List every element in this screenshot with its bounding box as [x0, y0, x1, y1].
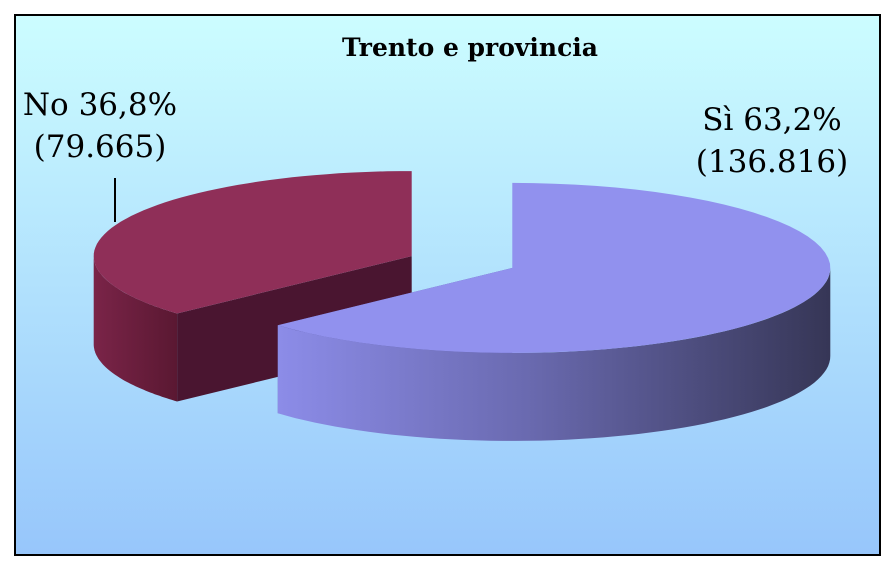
chart-title: Trento e provincia	[342, 33, 598, 62]
slice-top	[93, 171, 412, 314]
value-label: 63,2%	[743, 102, 841, 138]
data-label: Sì 63,2%	[702, 102, 842, 138]
pie	[93, 171, 831, 441]
slice-side	[93, 256, 178, 402]
slice-top	[277, 182, 831, 353]
category-label: No	[23, 87, 69, 123]
pie-slice	[277, 182, 831, 441]
slice-side	[277, 267, 831, 441]
category-label: Sì	[702, 102, 733, 138]
count-label: (79.665)	[34, 129, 167, 165]
count-label: (136.816)	[696, 144, 848, 180]
value-label: 36,8%	[79, 87, 177, 123]
data-label: No 36,8%	[23, 87, 177, 123]
